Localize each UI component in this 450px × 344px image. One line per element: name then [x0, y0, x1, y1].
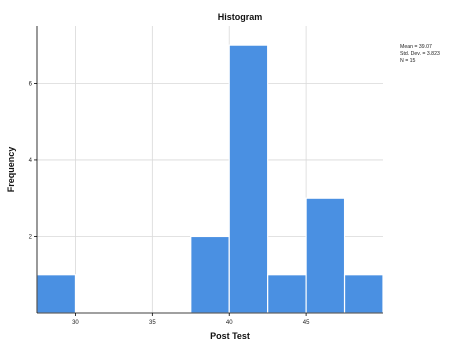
stats-annotation: Mean = 39.07 Std. Dev. = 3.823 N = 15: [400, 44, 440, 64]
axes: [34, 26, 383, 316]
histogram-bar: [190, 235, 230, 314]
x-tick-label: 40: [226, 320, 233, 326]
histogram-bar: [343, 274, 384, 314]
stats-n: N = 15: [400, 58, 416, 64]
chart-title: Histogram: [218, 12, 263, 22]
bars: [36, 44, 384, 314]
histogram-bar: [267, 274, 307, 314]
histogram-bar: [305, 197, 346, 314]
y-tick-label: 2: [29, 234, 33, 240]
y-axis-title: Frequency: [6, 147, 16, 193]
x-tick-label: 35: [149, 320, 156, 326]
x-tick-label: 45: [303, 320, 310, 326]
histogram-bar: [228, 44, 269, 314]
y-tick-label: 6: [29, 81, 33, 87]
stats-std-dev: Std. Dev. = 3.823: [400, 51, 440, 57]
tick-labels: 30 35 40 45 2 4 6: [29, 81, 310, 326]
x-tick-label: 30: [72, 320, 79, 326]
y-tick-label: 4: [29, 158, 33, 164]
histogram-bar: [36, 274, 77, 314]
stats-mean: Mean = 39.07: [400, 44, 432, 50]
x-axis-title: Post Test: [210, 331, 250, 341]
